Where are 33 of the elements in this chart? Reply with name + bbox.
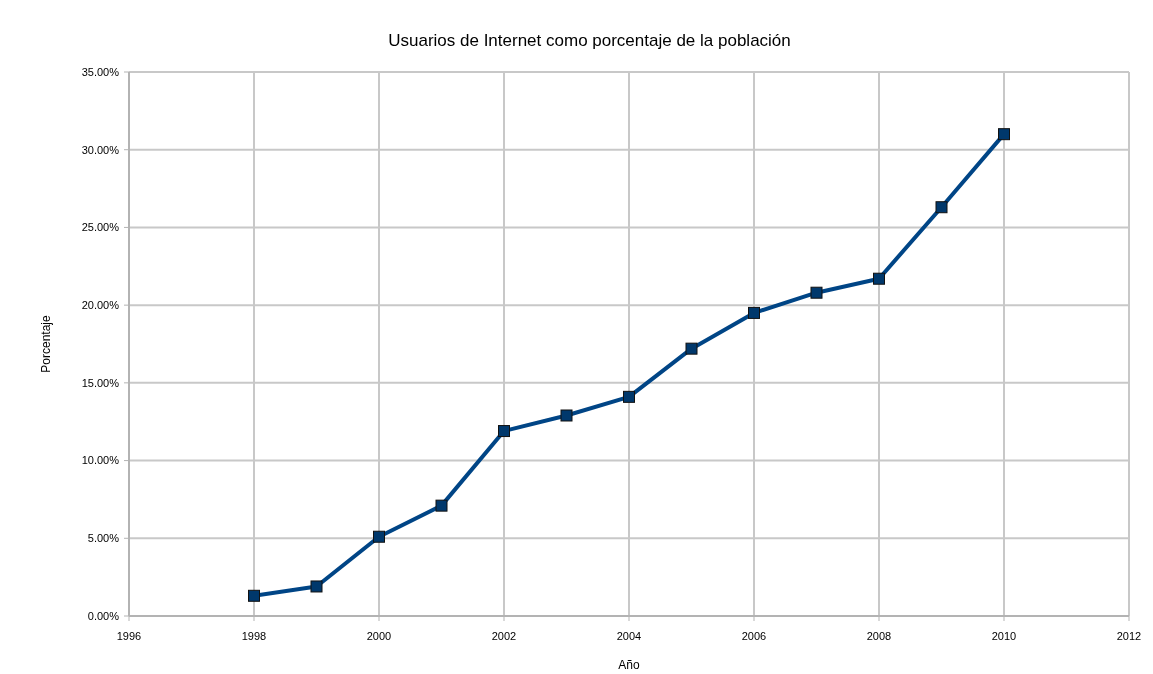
point bbox=[248, 589, 260, 602]
point bbox=[373, 530, 385, 543]
x-axis-title: Año bbox=[618, 658, 640, 672]
point bbox=[310, 580, 323, 593]
point bbox=[935, 201, 948, 214]
y-tick-label: 30.00% bbox=[81, 143, 120, 156]
y-tick-label: 15.00% bbox=[81, 376, 120, 389]
y-tick-label: 0.00% bbox=[87, 609, 120, 622]
x-tick-label: 2006 bbox=[741, 630, 767, 642]
x-tick-label: 2010 bbox=[991, 630, 1017, 642]
point bbox=[623, 390, 635, 403]
y-tick-label: 20.00% bbox=[81, 298, 120, 311]
point bbox=[498, 425, 510, 438]
x-tick-label: 2012 bbox=[1116, 630, 1142, 642]
point bbox=[873, 272, 885, 285]
point bbox=[998, 128, 1010, 141]
point bbox=[435, 499, 448, 512]
x-tick-label: 1996 bbox=[116, 630, 142, 642]
y-tick-label: 5.00% bbox=[87, 532, 120, 545]
y-tick-label: 10.00% bbox=[81, 454, 120, 467]
point bbox=[810, 286, 823, 299]
y-tick-label: 35.00% bbox=[81, 65, 120, 78]
x-tick-label: 2002 bbox=[491, 630, 517, 642]
point bbox=[685, 342, 698, 355]
chart-title: Usuarios de Internet como porcentaje de la población bbox=[388, 31, 791, 50]
y-tick-label: 25.00% bbox=[81, 221, 120, 234]
x-tick-label: 2004 bbox=[616, 630, 642, 642]
point bbox=[748, 306, 760, 319]
y-axis-title: Porcentaje bbox=[39, 314, 53, 373]
point bbox=[560, 409, 573, 422]
x-tick-label: 1998 bbox=[241, 630, 267, 642]
x-tick-label: 2000 bbox=[366, 630, 392, 642]
x-tick-label: 2008 bbox=[866, 630, 892, 642]
